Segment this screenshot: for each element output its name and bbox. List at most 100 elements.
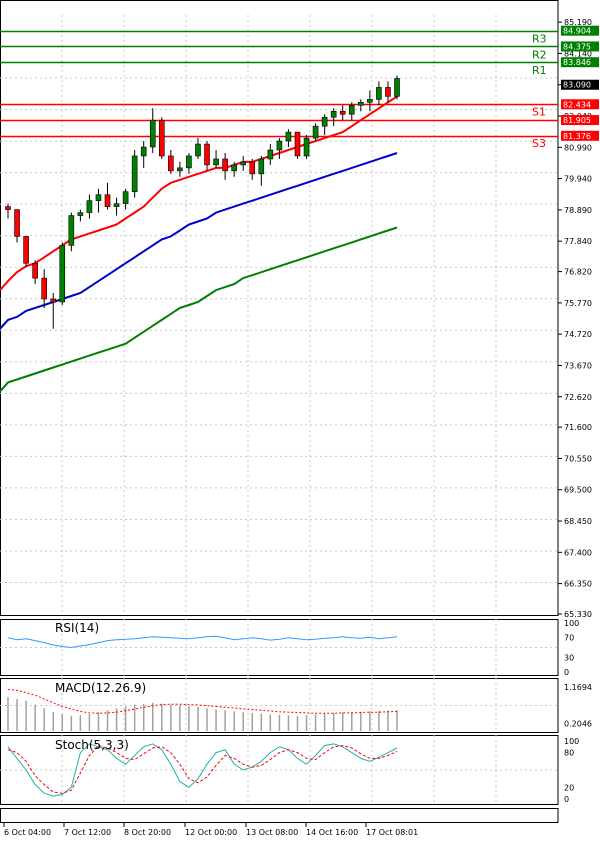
candle-body — [149, 119, 156, 148]
level-value-tag — [561, 57, 599, 68]
stoch-tick-label: 0 — [564, 795, 569, 804]
rsi-panel: RSI(14) 100 70 30 0 — [0, 619, 579, 677]
rsi-tick-label: 0 — [564, 668, 569, 677]
candle-body — [158, 119, 165, 157]
price-tick-label: 69.500 — [564, 486, 592, 495]
level-value-tag — [561, 41, 599, 52]
candle-body — [195, 143, 201, 157]
candle-body — [285, 131, 292, 142]
time-tick-label: 6 Oct 04:00 — [4, 828, 51, 837]
candle-body — [394, 78, 400, 97]
price-tick-label: 84.140 — [564, 49, 592, 58]
price-tick-label: 79.940 — [564, 175, 592, 184]
candle-body — [367, 99, 373, 103]
candle-body — [104, 194, 111, 207]
level-value-tag — [561, 99, 599, 110]
time-tick-label: 7 Oct 12:00 — [64, 828, 111, 837]
current-price-tag — [561, 79, 599, 90]
price-tick-label: 85.190 — [564, 18, 592, 27]
candle-body — [267, 149, 274, 160]
candle-body — [14, 209, 20, 237]
stoch-title: Stoch(5,3,3) — [55, 738, 129, 752]
candle-body — [23, 236, 29, 264]
level-value-tag — [561, 115, 599, 126]
rsi-tick-label: 70 — [564, 634, 574, 643]
candle-body — [86, 200, 93, 213]
moving-average-line — [0, 226, 398, 393]
candle-body — [186, 155, 192, 169]
macd-tick-label: 1.1694 — [564, 683, 592, 692]
candle-body — [376, 87, 382, 100]
level-value-tag — [561, 25, 599, 36]
candle-body — [32, 262, 38, 279]
level-value-label: 81.905 — [563, 116, 591, 125]
candle-body — [77, 212, 84, 216]
candle-body — [204, 143, 210, 166]
candle-body — [339, 110, 346, 115]
moving-average-line — [0, 152, 398, 330]
time-tick-label: 12 Oct 00:00 — [185, 828, 237, 837]
level-value-tag — [561, 130, 599, 141]
moving-average-line — [0, 95, 398, 291]
price-tick-label: 73.670 — [564, 361, 592, 370]
candle-body — [68, 215, 75, 246]
candle-body — [113, 203, 120, 207]
candle-body — [213, 158, 219, 166]
time-tick-label: 13 Oct 08:00 — [246, 828, 298, 837]
candle-body — [95, 194, 102, 201]
candle-body — [5, 206, 11, 210]
level-value-label: 84.375 — [563, 42, 591, 51]
stoch-panel: Stoch(5,3,3) 100 80 20 0 — [0, 735, 579, 823]
candle-body — [258, 158, 265, 175]
current-price-label: 83.090 — [563, 81, 591, 90]
candle-body — [294, 131, 301, 157]
level-name-r1: R1 — [532, 64, 547, 77]
level-name-r3: R3 — [532, 33, 547, 46]
price-tick-label: 65.330 — [564, 610, 592, 619]
level-value-label: 82.434 — [563, 100, 591, 109]
price-tick-label: 71.600 — [564, 423, 592, 432]
level-name-s1: S1 — [532, 105, 546, 118]
price-tick-label: 68.450 — [564, 517, 592, 526]
price-tick-label: 77.840 — [564, 237, 592, 246]
candle-body — [122, 191, 129, 204]
candle-body — [385, 87, 391, 97]
candle-body — [358, 102, 364, 106]
candle-body — [177, 167, 183, 172]
macd-signal-line — [7, 689, 398, 714]
candle-body — [131, 155, 138, 193]
level-value-label: 83.846 — [563, 58, 591, 67]
price-tick-label: 74.720 — [564, 330, 592, 339]
price-tick-label: 75.770 — [564, 299, 592, 308]
candle-body — [50, 298, 57, 303]
price-tick-label: 72.620 — [564, 393, 592, 402]
level-value-label: 84.904 — [563, 27, 591, 36]
candle-body — [312, 125, 319, 139]
candle-body — [140, 146, 147, 157]
empty-indicator-panel — [0, 808, 559, 823]
level-name-r2: R2 — [532, 48, 547, 61]
candle-body — [348, 104, 355, 115]
time-tick-label: 8 Oct 20:00 — [124, 828, 171, 837]
rsi-tick-label: 100 — [564, 619, 579, 628]
candle-body — [168, 155, 174, 172]
candle-body — [276, 140, 283, 151]
level-value-label: 81.376 — [563, 132, 591, 141]
candle-body — [249, 161, 256, 175]
candle-body — [321, 116, 328, 127]
price-tick-label: 76.820 — [564, 268, 592, 277]
rsi-tick-label: 30 — [564, 653, 574, 662]
panel-border — [0, 0, 559, 616]
stoch-tick-label: 80 — [564, 749, 574, 758]
candle-body — [303, 137, 310, 157]
price-tick-label: 67.400 — [564, 548, 592, 557]
stoch-tick-label: 20 — [564, 783, 574, 792]
macd-title: MACD(12.26.9) — [55, 681, 146, 695]
time-tick-label: 17 Oct 08:01 — [366, 828, 418, 837]
rsi-line — [7, 635, 398, 649]
candle-body — [231, 164, 237, 172]
macd-panel: MACD(12.26.9) 1.1694 0.2046 — [0, 678, 592, 733]
price-panel: 85.19084.14083.09082.04080.99079.94078.8… — [0, 0, 599, 619]
price-tick-label: 70.550 — [564, 454, 592, 463]
